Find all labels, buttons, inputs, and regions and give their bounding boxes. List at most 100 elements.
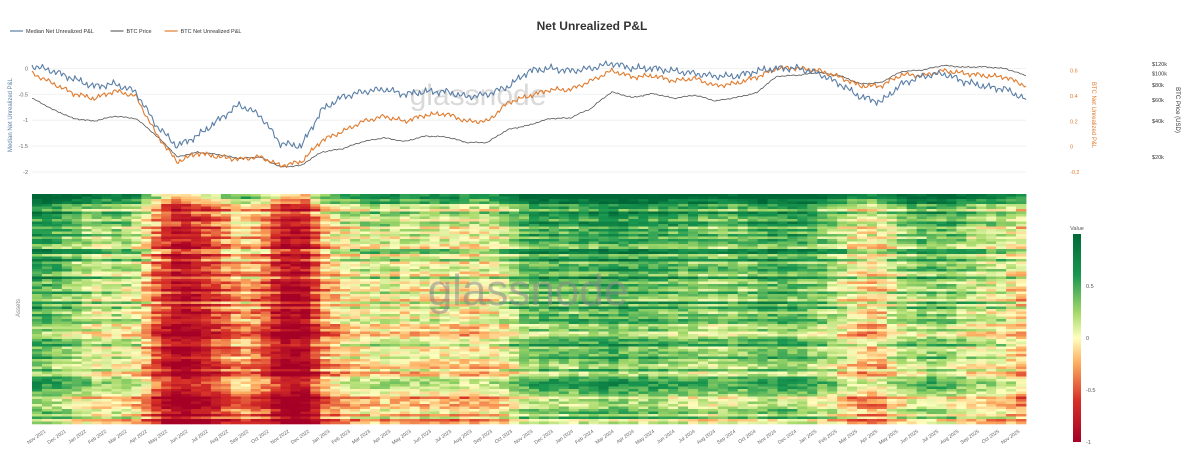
heatmap-cell [290, 264, 300, 267]
heatmap-cell [817, 292, 827, 295]
heatmap-cell [231, 219, 241, 222]
heatmap-cell [340, 309, 350, 312]
heatmap-cell [907, 259, 917, 262]
heatmap-cell [271, 204, 281, 207]
heatmap-cell [688, 259, 698, 262]
heatmap-cell [937, 294, 947, 297]
heatmap-cell [787, 234, 797, 237]
heatmap-cell [946, 289, 956, 292]
heatmap-cell [897, 222, 907, 225]
heatmap-cell [817, 282, 827, 285]
heatmap-cell [847, 249, 857, 252]
heatmap-cell [221, 282, 231, 285]
heatmap-cell [161, 217, 171, 220]
heatmap-cell [400, 294, 410, 297]
heatmap-cell [201, 294, 211, 297]
heatmap-cell [181, 209, 191, 212]
heatmap-cell [658, 257, 668, 260]
heatmap-cell [688, 292, 698, 295]
heatmap-cell [430, 229, 440, 232]
heatmap-cell [1016, 294, 1026, 297]
heatmap-cell [281, 207, 291, 210]
heatmap-cell [360, 244, 370, 247]
heatmap-cell [837, 199, 847, 202]
heatmap-cell [907, 274, 917, 277]
heatmap-cell [937, 219, 947, 222]
heatmap-cell [112, 219, 122, 222]
heatmap-cell [956, 297, 966, 300]
heatmap-cell [618, 217, 628, 220]
heatmap-cell [449, 252, 459, 255]
heatmap-cell [32, 194, 42, 197]
heatmap-cell [360, 259, 370, 262]
heatmap-cell [638, 282, 648, 285]
heatmap-cell [330, 264, 340, 267]
heatmap-cell [449, 257, 459, 260]
heatmap-cell [92, 294, 102, 297]
heatmap-cell [797, 307, 807, 310]
y-axis-right-nupl-label: BTC Net Unrealized P&L [1090, 82, 1096, 149]
heatmap-cell [430, 254, 440, 257]
heatmap-cell [937, 297, 947, 300]
heatmap-cell [559, 194, 569, 197]
heatmap-cell [330, 309, 340, 312]
heatmap-cell [181, 309, 191, 312]
heatmap-cell [191, 309, 201, 312]
heatmap-cell [310, 259, 320, 262]
heatmap-cell [211, 282, 221, 285]
heatmap-cell [151, 224, 161, 227]
heatmap-cell [440, 254, 450, 257]
heatmap-cell [112, 307, 122, 310]
heatmap-cell [131, 287, 141, 290]
heatmap-cell [251, 264, 261, 267]
heatmap-cell [1016, 197, 1026, 200]
heatmap-cell [648, 202, 658, 205]
heatmap-cell [569, 239, 579, 242]
heatmap-cell [370, 307, 380, 310]
heatmap-cell [837, 232, 847, 235]
heatmap-cell [350, 254, 360, 257]
heatmap-cell [131, 237, 141, 240]
heatmap-cell [698, 229, 708, 232]
heatmap-cell [251, 232, 261, 235]
heatmap-cell [867, 207, 877, 210]
heatmap-cell [877, 242, 887, 245]
heatmap-cell [718, 229, 728, 232]
heatmap-cell [817, 312, 827, 315]
heatmap-cell [817, 272, 827, 275]
heatmap-cell [102, 317, 112, 320]
heatmap-cell [807, 199, 817, 202]
heatmap-cell [648, 199, 658, 202]
heatmap-cell [121, 239, 131, 242]
heatmap-cell [330, 314, 340, 317]
heatmap-cell [400, 312, 410, 315]
heatmap-cell [638, 267, 648, 270]
heatmap-cell [320, 232, 330, 235]
heatmap-cell [837, 237, 847, 240]
heatmap-cell [628, 279, 638, 282]
heatmap-cell [688, 284, 698, 287]
heatmap-cell [738, 239, 748, 242]
heatmap-cell [579, 224, 589, 227]
heatmap-cell [648, 279, 658, 282]
heatmap-cell [768, 202, 778, 205]
heatmap-cell [300, 262, 310, 265]
heatmap-cell [370, 279, 380, 282]
heatmap-cell [817, 294, 827, 297]
heatmap-cell [688, 274, 698, 277]
heatmap-cell [787, 209, 797, 212]
heatmap-cell [966, 209, 976, 212]
heatmap-cell [708, 254, 718, 257]
heatmap-cell [1006, 282, 1016, 285]
heatmap-cell [420, 252, 430, 255]
heatmap-cell [241, 209, 251, 212]
heatmap-cell [579, 207, 589, 210]
heatmap-cell [241, 254, 251, 257]
heatmap-cell [897, 227, 907, 230]
heatmap-cell [668, 302, 678, 305]
heatmap-cell [817, 267, 827, 270]
heatmap-cell [181, 199, 191, 202]
heatmap-cell [817, 237, 827, 240]
heatmap-cell [648, 252, 658, 255]
heatmap-cell [728, 272, 738, 275]
